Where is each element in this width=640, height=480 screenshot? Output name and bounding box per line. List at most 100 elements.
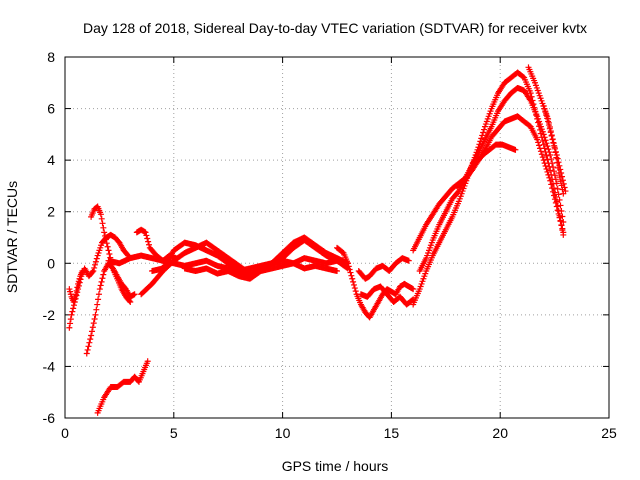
data-point (480, 129, 487, 136)
data-point (512, 146, 519, 153)
data-point (539, 137, 546, 144)
y-tick-label: -2 (43, 307, 56, 323)
data-point (551, 196, 558, 203)
data-point (555, 210, 562, 217)
data-point (550, 139, 557, 146)
data-point (84, 346, 91, 353)
data-point (539, 154, 546, 161)
data-point (535, 139, 542, 146)
data-point (534, 136, 541, 143)
data-point (83, 350, 90, 357)
data-point (558, 221, 565, 228)
data-point (344, 260, 351, 267)
data-point (481, 126, 488, 133)
data-point (89, 269, 96, 276)
data-point (541, 106, 548, 113)
data-point (67, 320, 74, 327)
data-point (88, 328, 95, 335)
y-tick-label: 0 (47, 255, 55, 271)
data-point (93, 306, 100, 313)
data-point (67, 316, 74, 323)
data-point (550, 192, 557, 199)
y-tick-label: -4 (43, 358, 56, 374)
data-point (100, 271, 107, 278)
data-point (554, 185, 561, 192)
chart-title: Day 128 of 2018, Sidereal Day-to-day VTE… (83, 20, 587, 36)
data-point (66, 324, 73, 331)
data-point (91, 315, 98, 322)
data-point (556, 214, 563, 221)
data-point (545, 118, 552, 125)
data-point (142, 229, 149, 236)
data-point (97, 211, 104, 218)
data-point (98, 215, 105, 222)
data-point (92, 311, 99, 318)
data-point (97, 282, 104, 289)
data-point (352, 288, 359, 295)
data-point (478, 135, 485, 142)
data-point (548, 156, 555, 163)
data-point (550, 168, 557, 175)
data-point (558, 170, 565, 177)
data-point (144, 358, 151, 365)
data-point (347, 269, 354, 276)
y-tick-label: 4 (47, 152, 55, 168)
data-point (554, 155, 561, 162)
x-tick-label: 0 (61, 425, 69, 441)
data-point (559, 213, 566, 220)
data-point (349, 275, 356, 282)
data-point (555, 191, 562, 198)
series-track-m (357, 283, 417, 308)
data-point (86, 339, 93, 346)
data-point (90, 268, 97, 275)
data-point (548, 132, 555, 139)
data-point (99, 275, 106, 282)
data-point (558, 207, 565, 214)
x-tick-label: 5 (170, 425, 178, 441)
data-point (556, 162, 563, 169)
data-point (552, 148, 559, 155)
data-point (557, 202, 564, 209)
data-point (562, 188, 569, 195)
data-point (547, 177, 554, 184)
data-point (346, 266, 353, 273)
x-tick-label: 15 (384, 425, 400, 441)
y-tick-label: 8 (47, 49, 55, 65)
x-axis-label: GPS time / hours (282, 458, 389, 474)
data-point (549, 136, 556, 143)
x-tick-label: 25 (601, 425, 617, 441)
data-point (557, 218, 564, 225)
data-point (545, 146, 552, 153)
data-point (405, 257, 412, 264)
data-point (94, 301, 101, 308)
data-point (127, 298, 134, 305)
data-point (536, 142, 543, 149)
series-track-l (355, 255, 412, 282)
data-point (553, 180, 560, 187)
data-point (553, 151, 560, 158)
data-point (87, 336, 94, 343)
data-point (553, 203, 560, 210)
data-point (545, 171, 552, 178)
series-track-s (540, 102, 569, 195)
data-point (546, 149, 553, 156)
data-point (91, 264, 98, 271)
data-point (557, 166, 564, 173)
series-track-k (334, 244, 417, 321)
data-point (547, 129, 554, 136)
data-point (72, 291, 79, 298)
data-point (542, 109, 549, 116)
data-point (543, 112, 550, 119)
data-point (348, 272, 355, 279)
data-point (145, 241, 152, 248)
data-point (551, 142, 558, 149)
data-point (552, 199, 559, 206)
data-point (101, 229, 108, 236)
data-point (559, 177, 566, 184)
x-tick-label: 10 (275, 425, 291, 441)
data-point (143, 232, 150, 239)
data-point (538, 151, 545, 158)
data-point (96, 286, 103, 293)
data-point (73, 287, 80, 294)
data-point (536, 145, 543, 152)
